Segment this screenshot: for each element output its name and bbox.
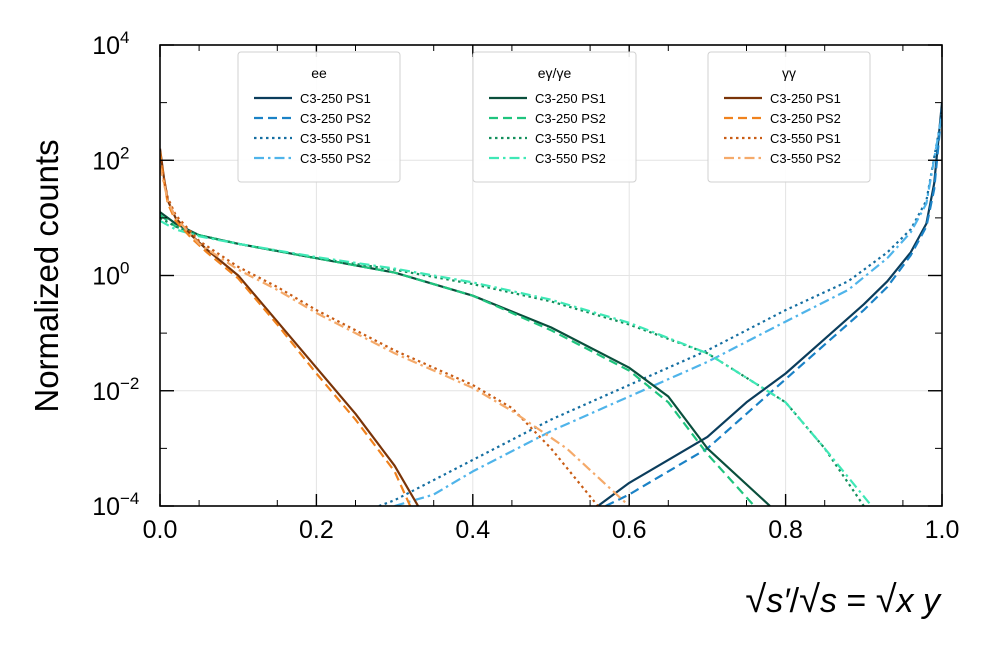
y-tick-label: 10 4 [92, 28, 129, 60]
legend-ee: ee C3-250 PS1 C3-250 PS2 C3-550 PS1 C3-550 P… [237, 51, 401, 183]
series-line-ee-c3-250-ps2 [605, 108, 942, 506]
y-axis-label: Normalized counts [28, 139, 65, 412]
x-axis-label-part: / [790, 582, 800, 620]
legend-entry-label: C3-550 PS2 [535, 151, 606, 166]
y-tick-exponent: −2 [120, 374, 139, 393]
legend-entry-label: C3-250 PS1 [770, 91, 841, 106]
y-tick-exponent: 2 [120, 143, 129, 162]
legend-entry-label: C3-550 PS1 [535, 131, 606, 146]
x-axis-label-part: √ [876, 579, 897, 621]
y-tick-exponent: −4 [120, 489, 139, 508]
series-line-e-c3-550-ps1 [160, 216, 865, 506]
y-tick-label: 10 2 [92, 143, 129, 175]
x-axis-label-part: = [837, 582, 876, 620]
legend-box [472, 51, 637, 183]
series-line-ee-c3-250-ps1 [597, 102, 942, 506]
x-axis-label-part: s [820, 582, 837, 620]
x-tick-label: 0.6 [612, 516, 647, 544]
series-lines [160, 102, 942, 506]
legend-title: eγ/γe [538, 65, 572, 81]
legend-title: γγ [782, 65, 796, 81]
legend-entry-label: C3-250 PS2 [300, 111, 371, 126]
x-axis-label-text: √s′/√s = √x y [745, 579, 942, 621]
legend-box [707, 51, 871, 183]
y-tick-base: 10 [92, 263, 120, 291]
series-line--c3-550-ps2 [160, 165, 630, 506]
x-axis-label-part: √ [745, 579, 766, 621]
legend-entry-label: C3-550 PS2 [770, 151, 841, 166]
y-tick-base: 10 [92, 147, 120, 175]
x-tick-label: 0.8 [768, 516, 803, 544]
x-axis-label-part: x y [895, 582, 942, 620]
series-line--c3-250-ps2 [160, 151, 412, 506]
x-tick-label: 0.0 [143, 516, 178, 544]
y-tick-label: 10 −4 [92, 489, 139, 521]
legend-eg: eγ/γe C3-250 PS1 C3-250 PS2 C3-550 PS1 C3-55… [472, 51, 637, 183]
x-tick-label: 0.2 [299, 516, 334, 544]
series-line-e-c3-250-ps2 [160, 214, 756, 506]
x-tick-label: 1.0 [925, 516, 960, 544]
legend-entry-label: C3-550 PS1 [300, 131, 371, 146]
legend-entry-label: C3-550 PS1 [770, 131, 841, 146]
series-line-ee-c3-550-ps1 [378, 114, 942, 506]
legend-entry-label: C3-250 PS2 [770, 111, 841, 126]
legend-title: ee [311, 65, 327, 81]
y-tick-label: 10 0 [92, 259, 129, 291]
series-line--c3-550-ps1 [160, 160, 599, 506]
legend-gg: γγ C3-250 PS1 C3-250 PS2 C3-550 PS1 C3-550 P… [707, 51, 871, 183]
series-line-e-c3-550-ps2 [160, 219, 873, 506]
x-axis-label: √s′/√s = √x y [745, 579, 942, 621]
y-tick-exponent: 0 [120, 259, 129, 278]
legend-entry-label: C3-250 PS1 [535, 91, 606, 106]
series-line-e-c3-250-ps1 [160, 211, 771, 506]
legend-entry-label: C3-550 PS2 [300, 151, 371, 166]
y-tick-exponent: 4 [120, 28, 129, 47]
legend-entry-label: C3-250 PS2 [535, 111, 606, 126]
y-tick-base: 10 [92, 493, 120, 521]
x-tick-label: 0.4 [455, 516, 490, 544]
legend-entry-label: C3-250 PS1 [300, 91, 371, 106]
x-axis-label-part: √ [799, 579, 820, 621]
axis-ticks [159, 44, 943, 507]
x-axis-label-part: s′ [766, 582, 791, 620]
legends: ee C3-250 PS1 C3-250 PS2 C3-550 PS1 C3-550 P… [237, 51, 871, 183]
y-tick-base: 10 [92, 32, 120, 60]
legend-box [237, 51, 401, 183]
y-tick-label: 10 −2 [92, 374, 139, 406]
y-tick-base: 10 [92, 378, 120, 406]
